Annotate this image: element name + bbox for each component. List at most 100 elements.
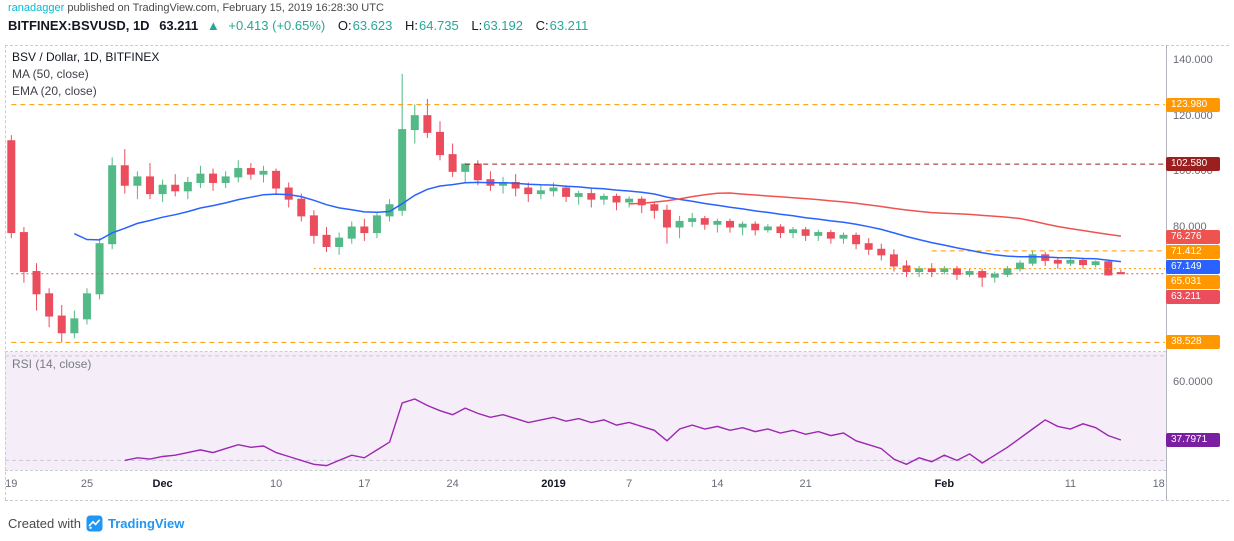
time-tick-10: 10 (269, 478, 283, 490)
pane-separator (5, 351, 1166, 352)
rsi-pane[interactable]: RSI (14, close) (5, 352, 1166, 470)
time-tick-25: 25 (80, 478, 94, 490)
candle-down (864, 243, 873, 250)
price-tick-140.000: 140.000 (1173, 54, 1213, 66)
candle-up (789, 229, 798, 234)
open-value: 63.623 (352, 18, 393, 33)
time-tick-17: 17 (358, 478, 371, 490)
time-tick-24: 24 (446, 478, 459, 490)
footer-text: Created with (8, 515, 81, 531)
candle-up (234, 168, 243, 178)
candle-down (1116, 272, 1125, 275)
candle-down (889, 254, 898, 267)
candle-down (1053, 259, 1062, 264)
price-tick-120.000: 120.000 (1173, 109, 1213, 122)
candle-up (1066, 259, 1075, 264)
time-tick-7: 7 (626, 478, 633, 490)
candle-down (726, 220, 734, 228)
high-value: 64.735 (418, 18, 459, 33)
candle-up (82, 293, 91, 320)
candle-up (940, 268, 949, 273)
price-badge-38.528: 38.528 (1166, 335, 1220, 350)
candle-down (662, 209, 671, 228)
candle-up (675, 220, 684, 228)
main-chart-canvas[interactable] (5, 45, 1165, 350)
byline: ranadagger published on TradingView.com,… (8, 2, 384, 14)
rsi-chart-canvas[interactable] (5, 352, 1165, 470)
candle-down (700, 218, 709, 225)
price-change: +0.413 (+0.65%) (228, 18, 326, 33)
price-badge-63.211: 63.211 (1166, 290, 1220, 305)
candle-down (612, 195, 621, 203)
candle-down (473, 163, 482, 181)
candle-down (436, 131, 444, 156)
time-tick-Dec: Dec (152, 478, 173, 490)
close-label: C: (535, 18, 549, 33)
rsi-tick-60.0000: 60.0000 (1173, 376, 1213, 388)
candle-up (688, 218, 697, 222)
candle-up (599, 195, 608, 200)
candle-up (259, 170, 268, 175)
open-label: O: (337, 18, 352, 33)
rsi-legend: RSI (14, close) (12, 357, 92, 371)
candle-up (221, 176, 230, 183)
candle-down (801, 229, 810, 236)
candle-down (360, 226, 369, 234)
low-label: L: (471, 18, 483, 33)
candle-up (108, 165, 117, 245)
chart-legend: BSV / Dollar, 1D, BITFINEX MA (50, close… (12, 49, 159, 100)
candle-up (196, 173, 205, 183)
candle-up (158, 184, 167, 195)
candle-down (826, 232, 835, 239)
candle-down (927, 268, 936, 273)
tradingview-link[interactable]: TradingView (107, 515, 185, 531)
price-badge-67.149: 67.149 (1166, 260, 1220, 275)
candle-down (32, 271, 41, 295)
candle-down (1079, 259, 1088, 266)
candle-up (398, 129, 407, 211)
candle-up (625, 198, 634, 203)
candle-up (335, 237, 344, 247)
candle-down (120, 165, 129, 186)
candle-up (738, 223, 747, 228)
candle-down (322, 234, 331, 247)
candle-down (146, 176, 154, 195)
chart-border-bottom (5, 500, 1229, 501)
time-tick-21: 21 (799, 478, 812, 490)
rsi-line (124, 398, 1122, 467)
time-tick-11: 11 (1064, 478, 1077, 490)
candle-down (171, 184, 180, 192)
time-tick-14: 14 (711, 478, 724, 490)
candle-up (1003, 268, 1012, 275)
price-badge-65.031: 65.031 (1166, 275, 1220, 290)
tradingview-logo-icon (86, 515, 103, 531)
time-scale[interactable]: 19 25 Dec 10 17 24 2019 7 14 21 Feb 11 18 (5, 470, 1166, 500)
price-scale[interactable]: 140.000 120.000 100.000 80.000 60.0000 123.98… (1166, 0, 1234, 541)
username-link[interactable]: ranadagger (8, 2, 65, 14)
candle-up (95, 243, 104, 295)
candle-up (70, 318, 79, 334)
candle-up (1016, 262, 1024, 270)
main-chart-pane[interactable]: BSV / Dollar, 1D, BITFINEX MA (50, close… (5, 45, 1166, 350)
candle-down (448, 154, 457, 172)
candle-up (347, 226, 356, 239)
candle-down (19, 232, 28, 273)
candle-up (713, 220, 722, 225)
candle-down (284, 187, 293, 200)
candle-down (776, 226, 785, 234)
candle-down (423, 115, 432, 133)
candle-up (536, 190, 545, 195)
candle-up (1028, 254, 1037, 264)
legend-symbol: BSV / Dollar, 1D, BITFINEX (12, 50, 160, 64)
candle-down (637, 198, 646, 206)
ema-line (73, 181, 1121, 263)
time-tick-18: 18 (1152, 478, 1165, 490)
price-badge-102.580: 102.580 (1166, 157, 1220, 172)
candle-down (309, 215, 318, 236)
candle-down (751, 223, 760, 231)
price-badge-123.980: 123.980 (1166, 97, 1220, 112)
rsi-border-bottom (5, 470, 1166, 471)
candle-down (650, 204, 659, 211)
candle-up (549, 187, 558, 192)
candle-down (877, 248, 886, 256)
